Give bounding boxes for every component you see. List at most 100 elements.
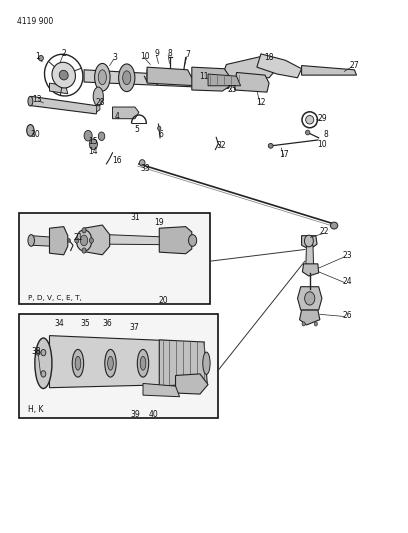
Polygon shape — [302, 264, 319, 276]
Polygon shape — [306, 245, 314, 272]
Text: 13: 13 — [33, 94, 42, 103]
Polygon shape — [29, 96, 98, 114]
Polygon shape — [192, 67, 231, 91]
Ellipse shape — [68, 239, 71, 243]
Polygon shape — [208, 74, 241, 86]
Ellipse shape — [89, 139, 98, 150]
Text: 33: 33 — [140, 164, 150, 173]
Polygon shape — [49, 83, 68, 94]
Polygon shape — [84, 70, 228, 88]
Text: 10: 10 — [317, 140, 327, 149]
Text: 25: 25 — [228, 85, 237, 94]
Ellipse shape — [28, 235, 34, 246]
Text: 27: 27 — [350, 61, 359, 70]
Ellipse shape — [123, 71, 131, 85]
Ellipse shape — [302, 322, 305, 326]
Ellipse shape — [75, 357, 81, 370]
Ellipse shape — [140, 160, 145, 166]
Text: 35: 35 — [80, 319, 90, 328]
Polygon shape — [297, 287, 322, 310]
Text: 14: 14 — [89, 147, 98, 156]
Ellipse shape — [76, 230, 92, 251]
Text: 10: 10 — [140, 52, 150, 61]
Ellipse shape — [203, 352, 210, 374]
Text: 37: 37 — [129, 323, 139, 332]
Ellipse shape — [306, 116, 314, 124]
Text: 12: 12 — [256, 98, 266, 107]
Text: 19: 19 — [155, 219, 164, 228]
Ellipse shape — [36, 350, 40, 356]
Ellipse shape — [89, 238, 93, 243]
Text: 38: 38 — [32, 347, 41, 356]
Text: 4119 900: 4119 900 — [17, 17, 53, 26]
Polygon shape — [222, 56, 281, 78]
Polygon shape — [113, 107, 139, 119]
Ellipse shape — [59, 70, 68, 80]
Ellipse shape — [98, 70, 106, 85]
Ellipse shape — [137, 350, 149, 377]
Text: 8: 8 — [324, 130, 328, 139]
Text: 21: 21 — [73, 233, 83, 243]
Ellipse shape — [305, 292, 315, 305]
Polygon shape — [147, 67, 196, 86]
Polygon shape — [97, 102, 100, 112]
Text: 23: 23 — [342, 252, 352, 260]
Text: 29: 29 — [317, 114, 327, 123]
Text: 5: 5 — [135, 125, 140, 134]
Ellipse shape — [157, 126, 161, 131]
Ellipse shape — [140, 357, 146, 370]
Ellipse shape — [119, 64, 135, 92]
Ellipse shape — [304, 235, 313, 247]
Ellipse shape — [82, 228, 86, 233]
Ellipse shape — [314, 322, 317, 326]
Ellipse shape — [28, 96, 33, 106]
Text: 11: 11 — [199, 71, 209, 80]
Ellipse shape — [41, 370, 46, 377]
Polygon shape — [106, 235, 171, 245]
Text: 26: 26 — [342, 311, 352, 320]
Text: 28: 28 — [95, 98, 105, 107]
Ellipse shape — [108, 357, 113, 370]
Text: 4: 4 — [114, 112, 119, 121]
Text: 9: 9 — [155, 50, 160, 58]
Text: 30: 30 — [30, 130, 40, 139]
Polygon shape — [302, 236, 317, 249]
Text: 3: 3 — [112, 53, 117, 62]
Ellipse shape — [27, 125, 34, 136]
Ellipse shape — [80, 235, 88, 246]
Ellipse shape — [75, 238, 79, 243]
Ellipse shape — [52, 62, 75, 88]
Ellipse shape — [35, 338, 52, 389]
Text: 22: 22 — [319, 228, 329, 237]
Polygon shape — [49, 227, 68, 255]
Text: 6: 6 — [159, 130, 164, 139]
Polygon shape — [49, 336, 175, 387]
Text: 34: 34 — [55, 319, 64, 328]
Polygon shape — [299, 310, 320, 325]
Text: H, K: H, K — [28, 405, 44, 414]
Polygon shape — [143, 383, 180, 397]
Polygon shape — [257, 54, 302, 78]
Text: 39: 39 — [130, 410, 140, 419]
Polygon shape — [235, 72, 269, 92]
Polygon shape — [84, 225, 110, 255]
Ellipse shape — [93, 87, 103, 106]
Text: 40: 40 — [148, 410, 158, 419]
Text: 16: 16 — [112, 156, 122, 165]
Ellipse shape — [72, 350, 84, 377]
Ellipse shape — [82, 248, 86, 253]
Ellipse shape — [306, 130, 310, 135]
Ellipse shape — [41, 350, 46, 356]
Bar — [19, 213, 210, 304]
Text: 15: 15 — [89, 137, 98, 146]
Ellipse shape — [268, 143, 273, 148]
Ellipse shape — [188, 235, 197, 246]
Ellipse shape — [95, 63, 110, 91]
Text: 32: 32 — [216, 141, 226, 150]
Text: 24: 24 — [342, 277, 352, 286]
Text: 31: 31 — [130, 213, 140, 222]
Text: 18: 18 — [264, 53, 274, 62]
Polygon shape — [31, 236, 53, 246]
Ellipse shape — [98, 132, 105, 141]
Ellipse shape — [84, 131, 92, 141]
